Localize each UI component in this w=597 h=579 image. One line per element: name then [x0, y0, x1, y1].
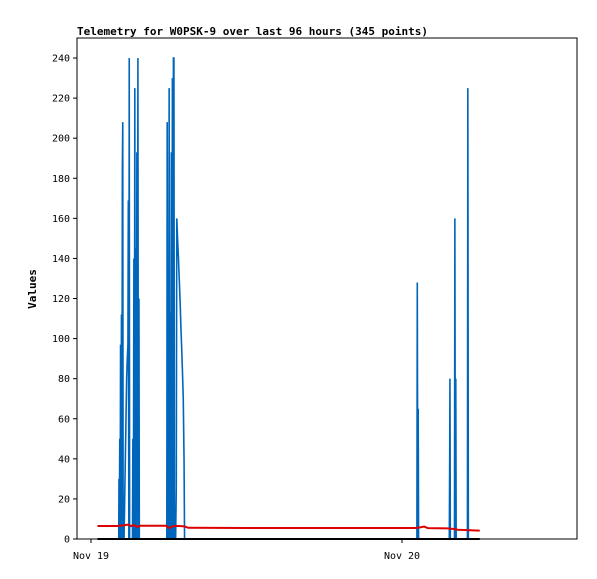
plot-frame — [76, 37, 578, 540]
y-tick-label: 60 — [58, 414, 70, 425]
y-tick-label: 120 — [52, 294, 70, 305]
y-tick-label: 140 — [52, 254, 70, 265]
y-tick-label: 20 — [58, 494, 70, 505]
series-line-1 — [117, 57, 470, 540]
y-tick-label: 100 — [52, 334, 70, 345]
y-tick-label: 200 — [52, 134, 70, 145]
y-axis-label: Values — [26, 269, 39, 309]
series-layer — [97, 57, 480, 540]
series-line-2 — [97, 523, 480, 532]
y-tick-label: 40 — [58, 454, 70, 465]
x-tick-label: Nov 20 — [384, 551, 420, 562]
y-axis: 0 20 40 60 80 100 120 140 160 180 200 220 240 — [52, 54, 77, 546]
x-tick-label: Nov 19 — [73, 551, 109, 562]
y-tick-label: 240 — [52, 54, 70, 65]
y-tick-label: 180 — [52, 174, 70, 185]
y-tick-label: 0 — [64, 535, 70, 546]
y-tick-label: 160 — [52, 214, 70, 225]
y-tick-label: 80 — [58, 374, 70, 385]
chart-title: Telemetry for W0PSK-9 over last 96 hours… — [77, 25, 428, 38]
x-axis: Nov 19 Nov 20 — [73, 539, 420, 562]
y-tick-label: 220 — [52, 94, 70, 105]
